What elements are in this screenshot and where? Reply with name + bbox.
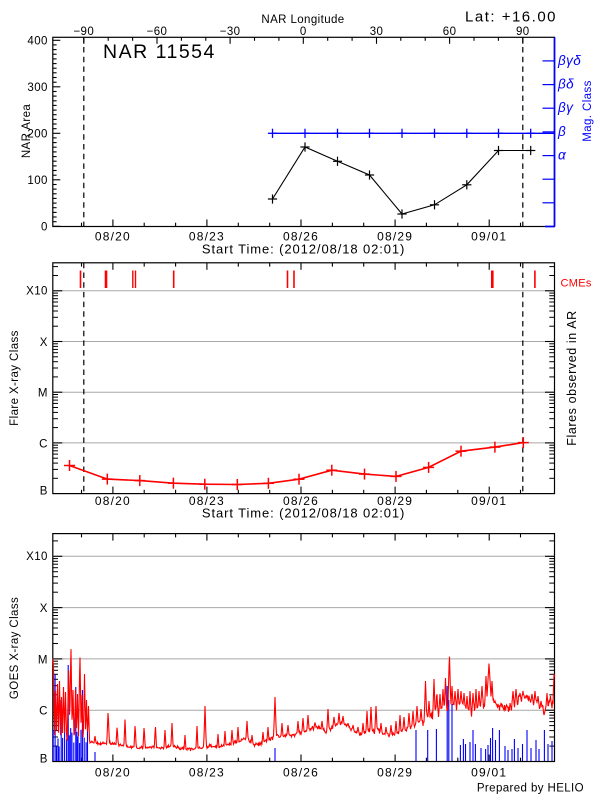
svg-text:B: B xyxy=(40,754,48,766)
svg-text:Prepared by HELIO: Prepared by HELIO xyxy=(477,783,584,795)
svg-text:08/23: 08/23 xyxy=(189,494,225,508)
svg-text:30: 30 xyxy=(370,26,384,38)
svg-text:Lat: +16.00: Lat: +16.00 xyxy=(465,9,557,26)
svg-text:βγδ: βγδ xyxy=(557,53,581,68)
svg-text:08/26: 08/26 xyxy=(283,229,319,243)
svg-text:X: X xyxy=(40,337,48,349)
svg-text:C: C xyxy=(39,438,48,450)
svg-text:100: 100 xyxy=(27,175,47,187)
svg-text:X: X xyxy=(40,603,48,615)
svg-text:08/20: 08/20 xyxy=(95,766,131,780)
svg-text:0: 0 xyxy=(41,221,48,233)
svg-text:08/29: 08/29 xyxy=(377,229,413,243)
svg-text:08/26: 08/26 xyxy=(283,766,319,780)
svg-text:08/23: 08/23 xyxy=(189,766,225,780)
svg-text:08/26: 08/26 xyxy=(283,494,319,508)
svg-text:60: 60 xyxy=(443,26,457,38)
svg-text:−30: −30 xyxy=(220,26,241,38)
svg-text:Mag. Class: Mag. Class xyxy=(582,80,594,142)
svg-text:Flare X-ray Class: Flare X-ray Class xyxy=(9,330,21,426)
svg-text:M: M xyxy=(38,654,48,666)
svg-text:Start Time: (2012/08/18 02:01): Start Time: (2012/08/18 02:01) xyxy=(202,242,405,257)
svg-text:09/01: 09/01 xyxy=(471,766,507,780)
svg-text:NAR 11554: NAR 11554 xyxy=(103,41,216,63)
svg-text:300: 300 xyxy=(27,82,47,94)
svg-text:08/23: 08/23 xyxy=(189,229,225,243)
svg-text:Start Time: (2012/08/18 02:01): Start Time: (2012/08/18 02:01) xyxy=(202,506,405,521)
svg-text:09/01: 09/01 xyxy=(471,494,507,508)
svg-text:90: 90 xyxy=(516,26,530,38)
svg-text:08/20: 08/20 xyxy=(95,229,131,243)
svg-text:0: 0 xyxy=(300,26,307,38)
svg-text:βδ: βδ xyxy=(557,77,574,92)
svg-text:β: β xyxy=(557,124,566,139)
svg-text:B: B xyxy=(40,486,48,498)
svg-text:200: 200 xyxy=(27,128,47,140)
svg-text:400: 400 xyxy=(27,35,47,47)
svg-text:−60: −60 xyxy=(147,26,168,38)
svg-text:M: M xyxy=(38,388,48,400)
svg-text:CMEs: CMEs xyxy=(561,278,592,290)
svg-text:08/20: 08/20 xyxy=(95,494,131,508)
svg-text:X10: X10 xyxy=(26,551,48,563)
svg-text:NAR Longitude: NAR Longitude xyxy=(261,14,344,26)
svg-text:GOES X-ray Class: GOES X-ray Class xyxy=(9,597,21,699)
svg-text:−90: −90 xyxy=(73,26,94,38)
svg-text:NAR Area: NAR Area xyxy=(21,104,33,159)
svg-text:C: C xyxy=(39,706,48,718)
svg-text:X10: X10 xyxy=(26,285,48,297)
svg-text:08/29: 08/29 xyxy=(377,494,413,508)
svg-text:09/01: 09/01 xyxy=(471,229,507,243)
svg-text:α: α xyxy=(558,148,567,163)
svg-text:βγ: βγ xyxy=(557,100,574,115)
svg-text:Flares observed in AR: Flares observed in AR xyxy=(565,310,579,446)
svg-text:08/29: 08/29 xyxy=(377,766,413,780)
